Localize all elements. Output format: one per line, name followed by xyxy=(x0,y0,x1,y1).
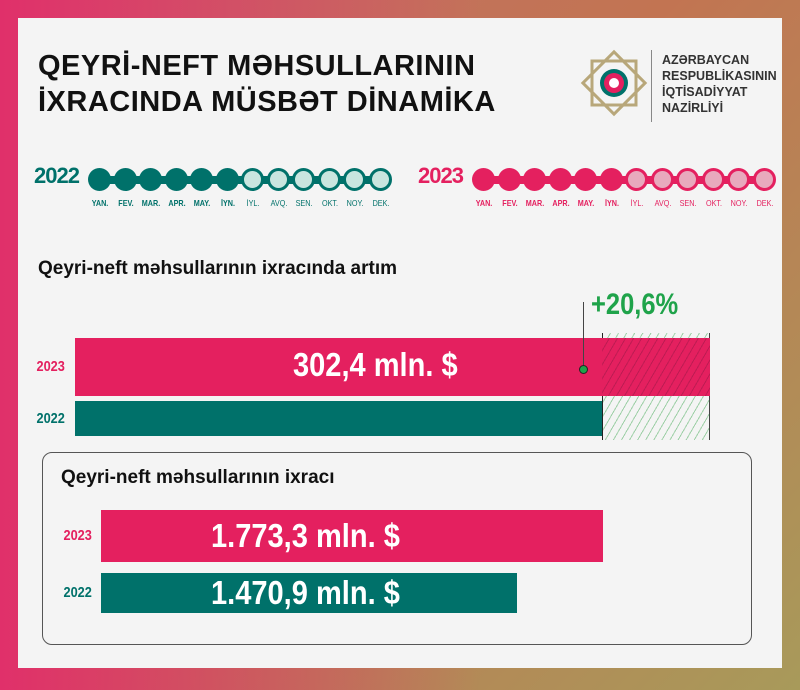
hatch-overlay xyxy=(601,338,710,396)
month-label: İYN. xyxy=(604,198,619,208)
month-label: MAY. xyxy=(577,198,595,208)
ministry-line: İQTİSADİYYAT xyxy=(662,85,748,99)
month-dot xyxy=(650,168,674,191)
exports-chart: 1.773,3 mln. $ 2023 1.470,9 mln. $ 2022 xyxy=(43,498,743,628)
month-label: APR. xyxy=(551,198,570,208)
month-label: İYL. xyxy=(246,198,260,208)
month-dot xyxy=(113,168,137,191)
growth-label: +20,6% xyxy=(591,288,679,321)
divider xyxy=(651,50,652,122)
month-dot xyxy=(317,168,341,191)
timeline-track: YAN. FEV. MAR. APR. MAY. İYN. İYL. AVQ. SEN. OKT.… xyxy=(88,168,392,208)
page-title: QEYRİ-NEFT MƏHSULLARININ İXRACINDA MÜSBƏ… xyxy=(38,48,496,120)
bar-2022 xyxy=(75,401,602,436)
year-label: 2023 xyxy=(36,358,65,375)
month-dot xyxy=(139,168,162,191)
month-dot xyxy=(164,168,188,191)
month-label: YAN. xyxy=(91,198,109,208)
month-label: OKT. xyxy=(321,198,338,208)
month-label: NOY. xyxy=(730,198,748,208)
value-label: 1.470,9 mln. $ xyxy=(211,574,400,611)
infographic-card: QEYRİ-NEFT MƏHSULLARININ İXRACINDA MÜSBƏ… xyxy=(18,18,782,668)
month-dot xyxy=(574,168,597,191)
growth-chart: 302,4 mln. $ 2023 2022 +20,6% xyxy=(18,288,782,448)
month-dot xyxy=(88,168,111,191)
month-label: SEN. xyxy=(679,198,697,208)
month-dot xyxy=(548,168,572,191)
month-label: AVQ. xyxy=(654,198,671,208)
month-dot xyxy=(497,168,521,191)
chart2-title: Qeyri-neft məhsullarının ixracı xyxy=(61,467,335,488)
month-dot xyxy=(701,168,725,191)
ministry-line: AZƏRBAYCAN xyxy=(662,53,750,67)
title-line: QEYRİ-NEFT MƏHSULLARININ xyxy=(38,50,476,82)
title-line: İXRACINDA MÜSBƏT DİNAMİKA xyxy=(38,86,496,118)
month-dot xyxy=(343,168,366,191)
month-label: DEK. xyxy=(756,198,773,208)
year-label: 2022 xyxy=(63,584,92,601)
exports-box: Qeyri-neft məhsullarının ixracı 1.773,3 … xyxy=(42,452,752,645)
difference-label: 302,4 mln. $ xyxy=(293,346,458,383)
ministry-line: NAZİRLİYİ xyxy=(662,101,724,115)
month-dot xyxy=(625,168,648,191)
bar-2023 xyxy=(75,338,710,396)
ministry-line: RESPUBLİKASININ xyxy=(662,69,777,83)
year-label: 2022 xyxy=(36,410,65,427)
month-label: YAN. xyxy=(475,198,493,208)
month-label: DEK. xyxy=(372,198,389,208)
month-dot xyxy=(523,168,546,191)
month-dot xyxy=(472,168,495,191)
month-label: FEV. xyxy=(501,198,518,208)
year-label: 2023 xyxy=(63,527,92,544)
month-label: İYL. xyxy=(630,198,644,208)
month-label: OKT. xyxy=(705,198,722,208)
month-dot xyxy=(599,168,623,191)
month-dot xyxy=(292,168,315,191)
month-dot xyxy=(215,168,239,191)
chart1-title: Qeyri-neft məhsullarının ixracında artım xyxy=(38,258,397,279)
ministry-name: AZƏRBAYCAN RESPUBLİKASININ İQTİSADİYYAT … xyxy=(662,52,777,116)
month-label: SEN. xyxy=(295,198,313,208)
azerbaijan-emblem-logo xyxy=(580,49,648,117)
month-dot xyxy=(368,168,392,191)
timeline-2023: 2023 YAN. FEV. MAR. APR. MAY. İYN. İYL. AVQ. SEN… xyxy=(418,163,778,213)
timeline-year: 2022 xyxy=(34,163,80,188)
bar-2022 xyxy=(101,573,518,613)
bar-2023 xyxy=(101,510,603,562)
value-label: 1.773,3 mln. $ xyxy=(211,517,400,554)
month-label: MAR. xyxy=(141,198,161,208)
timeline-track: YAN. FEV. MAR. APR. MAY. İYN. İYL. AVQ. SEN. OKT.… xyxy=(472,168,776,208)
month-dot xyxy=(266,168,290,191)
month-dot xyxy=(752,168,776,191)
month-label: NOY. xyxy=(346,198,364,208)
month-label: MAR. xyxy=(525,198,545,208)
growth-dot xyxy=(579,365,588,374)
month-dot xyxy=(241,168,264,191)
month-label: APR. xyxy=(167,198,186,208)
leader-line xyxy=(583,302,584,368)
timeline-year: 2023 xyxy=(418,163,464,188)
month-label: AVQ. xyxy=(270,198,287,208)
month-label: MAY. xyxy=(193,198,211,208)
timeline-2022: 2022 YAN. FEV. MAR. APR. MAY. İYN. İYL. AVQ. SEN… xyxy=(34,163,394,213)
month-dot xyxy=(676,168,699,191)
month-label: FEV. xyxy=(117,198,134,208)
month-dot xyxy=(190,168,213,191)
month-dot xyxy=(727,168,750,191)
month-label: İYN. xyxy=(220,198,235,208)
